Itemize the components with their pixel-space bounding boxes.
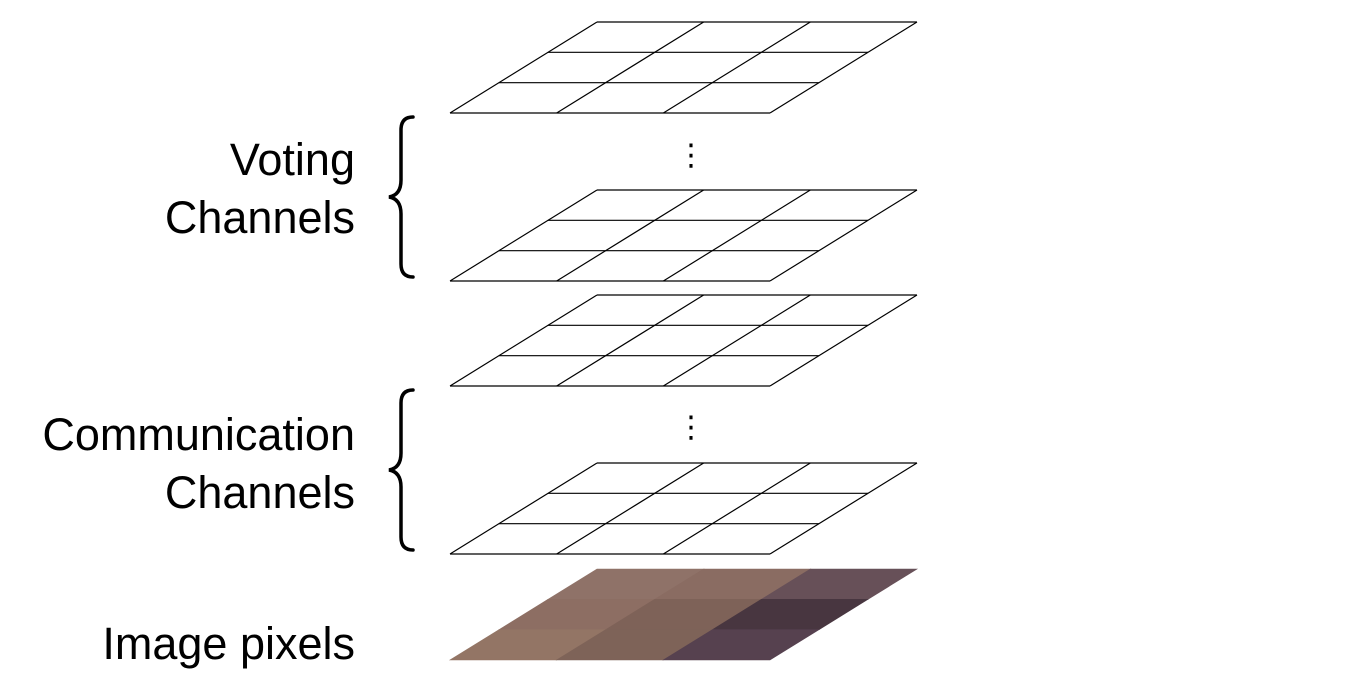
grid-col-line (449, 189, 598, 282)
image-pixel-cell (662, 629, 821, 661)
grid-col-line (769, 21, 918, 114)
grid-col-line (663, 189, 811, 282)
grid-col-line (449, 21, 598, 114)
image-label-text: Image pixels (102, 618, 355, 669)
grid-col-line (663, 462, 811, 555)
voting-ellipsis-icon: ⋮ (676, 138, 706, 173)
grid-col-line (769, 294, 918, 387)
grid-col-line (449, 294, 598, 387)
communication-layer-top (449, 294, 918, 387)
voting-label-line-1: Voting (229, 134, 355, 185)
grid-col-line (769, 462, 918, 555)
voting-label-line-2: Channels (164, 192, 355, 243)
grid-col-line (556, 189, 704, 282)
communication-label-line-2: Channels (164, 467, 355, 518)
image-pixels-label: Image pixels (102, 615, 355, 673)
grid-col-line (663, 21, 811, 114)
voting-brace (388, 115, 415, 279)
image-pixels-layer (448, 568, 919, 661)
grid-col-line (556, 462, 704, 555)
communication-channels-label: Communication Channels (42, 406, 355, 522)
grid-col-line (769, 189, 918, 282)
communication-label-line-1: Communication (42, 409, 355, 460)
voting-layer-bottom (449, 189, 918, 282)
voting-layer-top (449, 21, 918, 114)
grid-col-line (556, 21, 704, 114)
grid-col-line (663, 294, 811, 387)
grid-col-line (449, 462, 598, 555)
grid-col-line (556, 294, 704, 387)
voting-channels-label: Voting Channels (165, 131, 355, 247)
communication-ellipsis-icon: ⋮ (676, 410, 706, 445)
communication-layer-bottom (449, 462, 918, 555)
communication-brace (388, 388, 415, 552)
